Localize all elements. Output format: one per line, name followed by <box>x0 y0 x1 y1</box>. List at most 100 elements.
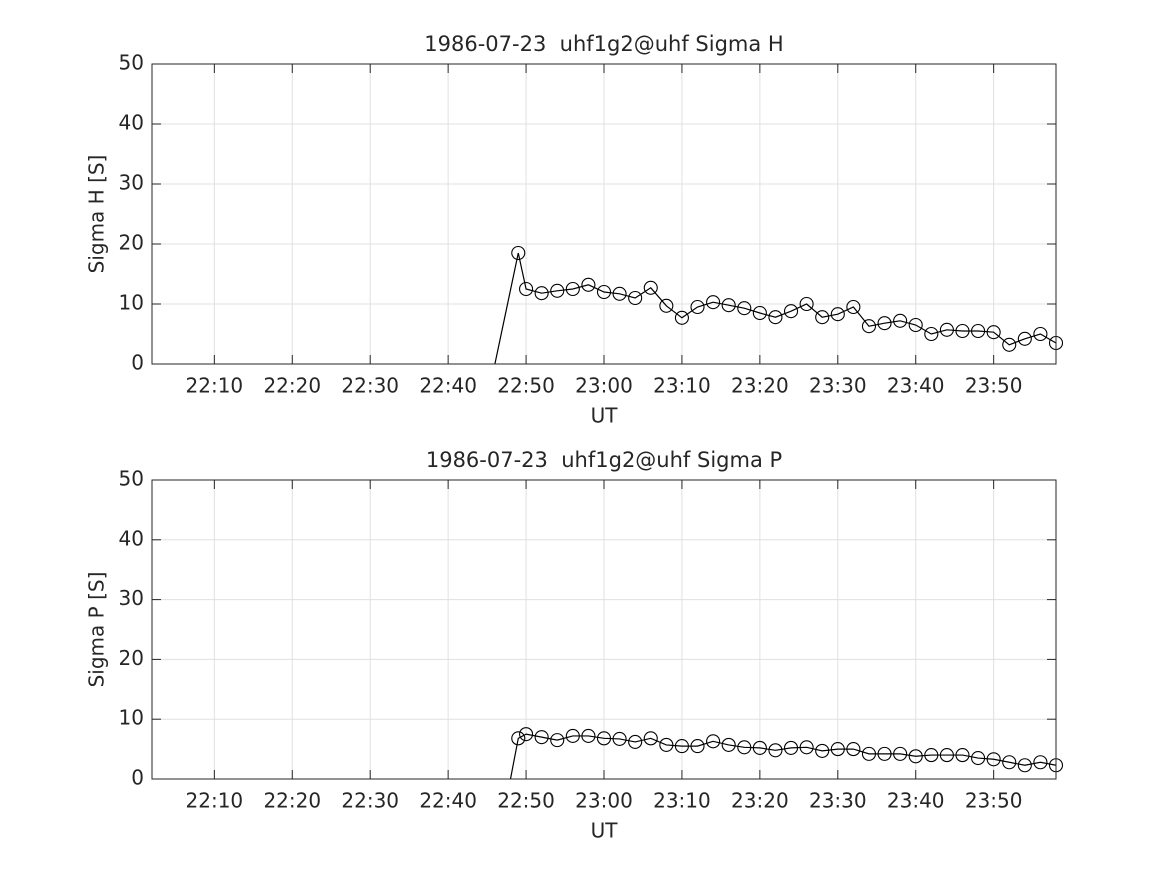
marker <box>830 742 845 757</box>
marker <box>706 734 721 749</box>
x-tick-label: 22:50 <box>497 374 555 398</box>
marker <box>550 733 565 748</box>
x-tick-label: 23:40 <box>887 374 945 398</box>
marker <box>721 298 736 313</box>
chart-title: 1986-07-23 uhf1g2@uhf Sigma H <box>424 32 783 56</box>
marker <box>893 313 908 328</box>
marker <box>628 290 643 306</box>
marker <box>690 739 705 754</box>
marker <box>924 326 939 342</box>
data-line <box>494 252 1057 365</box>
marker <box>596 284 612 300</box>
marker <box>752 740 767 755</box>
x-tick-label: 23:50 <box>965 374 1023 398</box>
x-tick-label: 22:40 <box>419 789 477 813</box>
x-tick-label: 23:30 <box>809 789 867 813</box>
marker <box>1033 326 1048 342</box>
marker <box>955 748 970 763</box>
marker <box>877 316 892 331</box>
marker <box>752 305 767 321</box>
marker <box>659 298 674 313</box>
y-tick-label: 10 <box>119 291 144 315</box>
x-tick-label: 22:20 <box>263 789 321 813</box>
marker <box>628 734 643 749</box>
marker <box>768 743 783 758</box>
marker <box>815 743 830 758</box>
data-line <box>509 733 1057 780</box>
marker <box>799 296 814 312</box>
x-tick-label: 23:30 <box>809 374 867 398</box>
marker <box>768 310 783 325</box>
x-tick-label: 22:10 <box>186 374 244 398</box>
axes-box <box>151 479 1057 780</box>
marker <box>659 737 674 752</box>
marker <box>565 728 580 743</box>
marker <box>612 286 627 301</box>
x-axis-label: UT <box>591 819 619 843</box>
marker <box>643 731 658 746</box>
marker <box>581 277 596 292</box>
marker <box>690 299 705 315</box>
y-tick-label: 50 <box>119 467 144 491</box>
marker <box>674 310 689 325</box>
marker <box>815 310 830 325</box>
marker <box>550 283 565 298</box>
marker <box>534 730 549 745</box>
marker <box>1017 758 1032 773</box>
marker <box>1002 755 1017 770</box>
marker <box>1033 755 1048 770</box>
x-tick-label: 22:20 <box>263 374 321 398</box>
marker <box>737 301 752 316</box>
y-tick-label: 0 <box>131 766 144 790</box>
marker <box>596 731 612 746</box>
marker <box>581 728 596 743</box>
x-tick-label: 23:00 <box>575 789 633 813</box>
x-tick-label: 22:40 <box>419 374 477 398</box>
axes-box <box>151 63 1057 365</box>
marker <box>846 742 861 757</box>
x-tick-label: 22:30 <box>341 789 399 813</box>
marker <box>861 319 877 334</box>
marker <box>986 325 1001 340</box>
marker <box>1002 337 1017 352</box>
y-tick-label: 20 <box>119 646 144 670</box>
marker <box>565 281 580 297</box>
marker <box>674 739 689 754</box>
marker <box>706 295 721 310</box>
marker <box>830 307 845 322</box>
y-tick-label: 30 <box>119 171 144 195</box>
marker <box>799 740 814 755</box>
marker <box>519 281 534 297</box>
marker <box>893 746 908 761</box>
marker <box>908 749 923 764</box>
marker <box>1017 331 1032 346</box>
marker <box>939 748 954 763</box>
y-tick-label: 20 <box>119 231 144 255</box>
marker <box>908 317 923 333</box>
marker <box>612 731 627 746</box>
marker <box>783 304 799 319</box>
x-tick-label: 22:10 <box>186 789 244 813</box>
y-tick-label: 30 <box>119 586 144 610</box>
x-tick-label: 23:10 <box>653 374 711 398</box>
marker <box>939 322 954 337</box>
marker <box>861 746 877 761</box>
x-tick-label: 23:20 <box>731 789 789 813</box>
x-tick-label: 23:10 <box>653 789 711 813</box>
marker <box>721 737 736 752</box>
y-tick-label: 40 <box>119 111 144 135</box>
marker <box>971 751 986 766</box>
x-tick-label: 23:40 <box>887 789 945 813</box>
marker <box>955 323 970 339</box>
y-axis-label: Sigma P [S] <box>85 572 109 688</box>
x-axis-label: UT <box>591 404 619 428</box>
marker <box>519 727 534 742</box>
marker <box>924 748 939 763</box>
y-axis-label: Sigma H [S] <box>85 155 109 274</box>
x-tick-label: 23:00 <box>575 374 633 398</box>
y-tick-label: 50 <box>119 51 144 75</box>
marker <box>534 286 549 301</box>
chart-title: 1986-07-23 uhf1g2@uhf Sigma P <box>426 448 782 472</box>
